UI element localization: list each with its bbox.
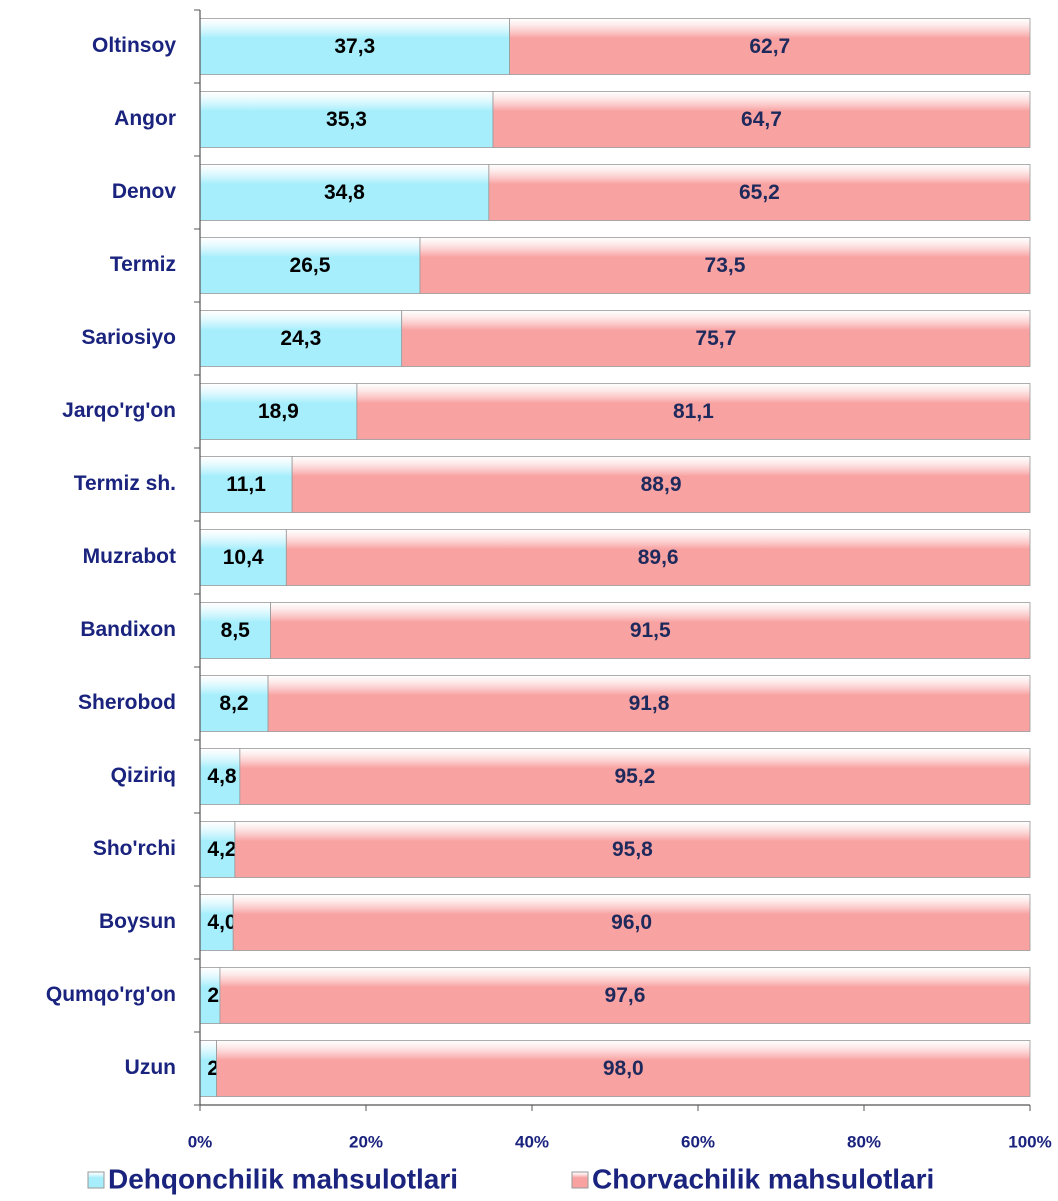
category-label: Oltinsoy [92,34,176,57]
legend-label: Chorvachilik mahsulotlari [592,1163,934,1194]
bar-segment [239,748,1031,805]
category-label: Boysun [99,910,176,933]
legend-label: Dehqonchilik mahsulotlari [108,1163,458,1194]
data-label: 88,9 [641,473,682,496]
data-label: 97,6 [605,984,646,1007]
x-tick-label: 80% [847,1132,881,1151]
data-label: 24,3 [280,327,321,350]
data-label: 96,0 [611,911,652,934]
data-label: 64,7 [741,108,782,131]
data-label: 4,2 [207,838,236,861]
data-label: 8,2 [219,692,248,715]
data-label: 10,4 [223,546,264,569]
bar-segment [199,310,403,367]
data-label: 8,5 [221,619,251,642]
category-label: Bandixon [80,618,176,641]
data-label: 95,8 [612,838,653,861]
x-tick-label: 0% [188,1132,213,1151]
x-tick-label: 20% [349,1132,383,1151]
bar-segment [291,456,1031,513]
data-label: 11,1 [226,473,266,496]
data-label: 73,5 [705,254,746,277]
bar-segment [232,894,1031,951]
bar-segment [401,310,1031,367]
bar-segment [285,529,1031,586]
category-label: Jarqo'rg'on [62,399,176,422]
category-label: Sariosiyo [81,326,176,349]
data-label: 89,6 [638,546,679,569]
bar-segment [199,383,358,440]
bar-segment [509,18,1031,75]
bar-segment [199,529,287,586]
data-label: 75,7 [695,327,736,350]
data-label: 98,0 [603,1057,644,1080]
category-label: Termiz [110,253,176,276]
bar-segment [488,164,1031,221]
bar-segment [234,821,1031,878]
category-label: Sho'rchi [93,837,176,860]
bar-segment [219,967,1031,1024]
data-label: 65,2 [739,181,780,204]
data-label: 4,8 [207,765,237,788]
bar-segment [270,602,1031,659]
bar-segment [199,237,421,294]
data-label: 35,3 [326,108,367,131]
category-label: Muzrabot [83,545,176,568]
bar-segment [199,18,510,75]
bar-segment [356,383,1031,440]
data-label: 62,7 [749,35,790,58]
data-label: 18,9 [258,400,299,423]
category-label: Termiz sh. [74,472,176,495]
category-label: Angor [114,107,176,130]
data-label: 91,5 [630,619,671,642]
bar-segment [492,91,1031,148]
bar-segment [199,675,269,732]
category-label: Qiziriq [111,764,176,787]
category-label: Qumqo'rg'on [46,983,176,1006]
legend-swatch [87,1171,105,1189]
x-tick-label: 60% [681,1132,715,1151]
data-label: 91,8 [629,692,670,715]
data-label: 34,8 [324,181,365,204]
data-label: 37,3 [334,35,375,58]
bar-segment [419,237,1031,294]
x-tick-label: 100% [1008,1132,1051,1151]
data-label: 4,0 [207,911,236,934]
bar-segment [199,748,241,805]
bar-segment [199,91,494,148]
data-label: 95,2 [614,765,655,788]
bar-segment [267,675,1031,732]
category-label: Sherobod [78,691,176,714]
category-label: Denov [112,180,177,203]
category-label: Uzun [125,1056,176,1079]
x-tick-label: 40% [515,1132,549,1151]
bar-segment [216,1040,1031,1097]
data-label: 81,1 [673,400,714,423]
data-label: 26,5 [290,254,331,277]
legend-swatch [571,1171,589,1189]
bar-segment [199,602,271,659]
bar-segment [199,456,293,513]
